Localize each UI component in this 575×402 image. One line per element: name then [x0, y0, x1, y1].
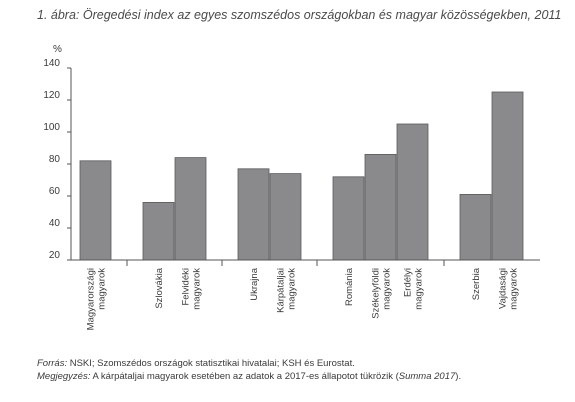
y-tick-label: 20 [49, 250, 61, 261]
remark-note: Megjegyzés: A kárpátaljai magyarok eseté… [37, 370, 461, 383]
x-category-label: Székelyföldimagyarok [371, 268, 393, 319]
source-note: Forrás: NSKI; Szomszédos országok statis… [37, 357, 461, 370]
x-category-label: Szerbia [471, 267, 482, 300]
x-category-label-line: Felvidéki [181, 268, 192, 306]
y-tick-label: 140 [43, 58, 60, 69]
x-category-label: Románia [344, 267, 355, 306]
bar [396, 123, 429, 261]
x-category-label-line: magyarok [287, 268, 298, 310]
bar [491, 91, 524, 261]
x-category-label-line: magyarok [192, 268, 203, 310]
y-tick-label: 120 [43, 90, 60, 101]
y-tick-label: 60 [49, 186, 61, 197]
x-category-label: Magyarországimagyarok [86, 268, 108, 331]
x-category-label-line: magyarok [509, 268, 520, 310]
x-category-label-line: Románia [344, 267, 355, 306]
source-text: NSKI; Szomszédos országok statisztikai h… [67, 358, 355, 369]
notes: Forrás: NSKI; Szomszédos országok statis… [37, 357, 461, 383]
y-tick-label: 40 [49, 218, 61, 229]
bar [364, 153, 397, 261]
bar [174, 157, 207, 261]
x-category-label-line: Vajdasági [498, 268, 509, 309]
x-category-label-line: magyarok [414, 268, 425, 310]
y-axis: % 20 40 60 80 100 120 140 [43, 44, 72, 261]
x-category-label: Erdélyimagyarok [403, 268, 425, 310]
x-category-label-line: Szlovákia [154, 267, 165, 308]
bar [237, 168, 270, 261]
x-category-label: Kárpátaljaimagyarok [276, 268, 298, 313]
x-category-label-line: Kárpátaljai [276, 268, 287, 313]
x-category-label-line: Székelyföldi [371, 268, 382, 319]
x-category-label-line: Magyarországi [86, 268, 97, 330]
bar [459, 193, 492, 261]
x-category-label: Felvidékimagyarok [181, 268, 203, 310]
x-axis: Magyarországimagyarok Szlovákia Felvidékim… [71, 259, 540, 331]
chart-title: 1. ábra: Öregedési index az egyes szomsz… [37, 8, 562, 22]
y-tick-label: 100 [43, 122, 60, 133]
remark-text: A kárpátaljai magyarok esetében az adato… [90, 371, 399, 382]
x-category-label: Ukrajna [249, 267, 260, 300]
x-category-label: Szlovákia [154, 267, 165, 308]
bar [269, 173, 302, 261]
bar [332, 176, 365, 261]
remark-end: ). [455, 371, 462, 382]
x-category-label-line: Szerbia [471, 267, 482, 300]
bar [142, 201, 175, 261]
x-category-label-line: Ukrajna [249, 267, 260, 300]
y-axis-unit-label: % [53, 44, 62, 55]
bar [79, 160, 112, 261]
bars [79, 91, 524, 261]
x-category-label-line: Erdélyi [403, 268, 414, 297]
remark-reference: Summa 2017 [398, 371, 456, 382]
x-category-label-line: magyarok [97, 268, 108, 310]
source-label: Forrás: [37, 358, 68, 369]
remark-label: Megjegyzés: [37, 371, 91, 382]
x-category-label-line: magyarok [382, 268, 393, 310]
y-tick-label: 80 [49, 154, 61, 165]
x-category-label: Vajdaságimagyarok [498, 268, 520, 310]
